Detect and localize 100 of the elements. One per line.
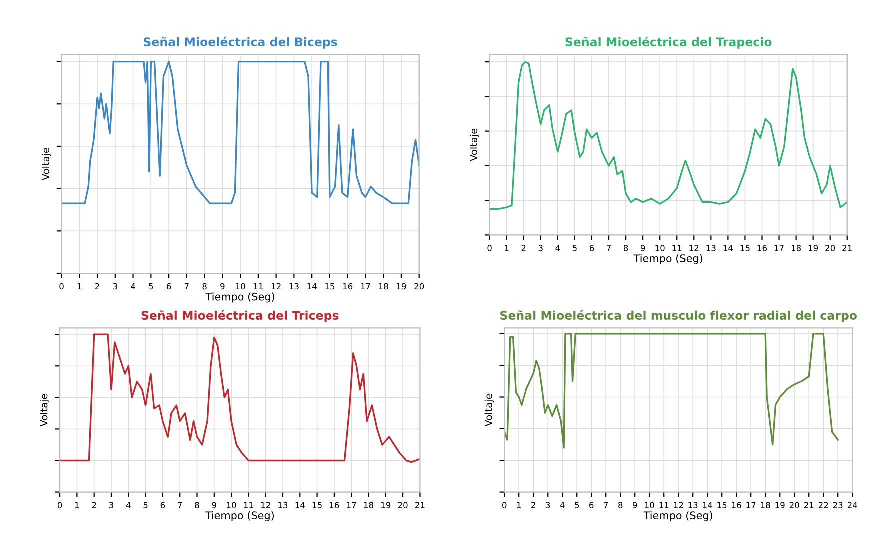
x-tick-label: 17 [361,283,370,290]
x-tick-label: 4 [131,283,136,290]
x-tick-label: 1 [517,502,521,508]
x-tick-label: 8 [195,502,200,508]
x-tick-label: 10 [656,245,665,252]
x-tick-label: 7 [184,283,189,290]
chart-title: Señal Mioeléctrica del Biceps [144,36,338,49]
x-tick-label: 16 [758,245,768,252]
x-tick-label: 18 [792,245,802,252]
x-tick-label: 16 [330,502,340,508]
x-tick-label: 5 [572,245,577,252]
x-tick-label: 11 [672,245,682,252]
x-tick-label: 1 [78,283,82,290]
x-tick-label: 4 [560,502,565,508]
x-tick-label: 8 [202,283,207,290]
x-tick-label: 8 [618,502,623,508]
x-tick-label: 0 [502,502,507,508]
x-axis-title: Tiempo (Seg) [634,254,702,264]
x-tick-label: 11 [244,502,254,508]
x-tick-label: 16 [732,502,742,508]
x-tick-label: 18 [364,502,374,508]
x-tick-label: 8 [624,245,628,252]
x-tick-label: 3 [538,245,543,252]
x-tick-label: 20 [826,245,836,252]
x-tick-label: 6 [590,502,594,508]
x-tick-label: 0 [60,283,64,290]
x-tick-label: 0 [488,245,492,252]
y-axis-title: Voltaje [42,148,52,181]
x-tick-label: 17 [347,502,356,508]
x-tick-label: 13 [278,502,288,508]
x-tick-label: 23 [833,502,843,508]
x-tick-label: 7 [604,502,608,508]
x-tick-label: 2 [95,283,100,290]
x-tick-label: 17 [746,502,756,508]
x-tick-label: 20 [398,502,408,508]
x-tick-label: 1 [505,245,509,252]
x-tick-label: 19 [776,502,785,508]
x-tick-label: 20 [790,502,800,508]
x-tick-label: 7 [178,502,182,508]
x-tick-label: 19 [397,283,406,290]
x-tick-label: 5 [149,283,154,290]
chart-title: Señal Mioeléctrica del musculo flexor radial del carpo [500,310,857,322]
x-tick-label: 2 [532,502,536,508]
x-tick-label: 2 [92,502,96,508]
x-tick-label: 11 [660,502,669,508]
x-tick-label: 22 [818,502,828,508]
x-tick-label: 14 [296,502,305,508]
x-tick-label: 11 [254,283,263,290]
x-tick-label: 18 [761,502,770,508]
x-tick-label: 15 [740,245,750,252]
x-tick-label: 5 [144,502,148,508]
x-tick-label: 5 [575,502,580,508]
x-tick-label: 12 [690,245,699,252]
x-tick-label: 0 [58,502,62,508]
x-tick-label: 13 [290,283,299,290]
x-tick-label: 19 [382,502,391,508]
x-tick-label: 9 [212,502,216,508]
x-axis-title: Tiempo (Seg) [644,511,712,522]
x-tick-label: 9 [640,245,646,252]
x-tick-label: 19 [808,245,818,252]
x-tick-label: 15 [326,283,335,290]
x-tick-label: 13 [688,502,698,508]
x-tick-label: 10 [236,283,246,290]
x-tick-label: 14 [703,502,712,508]
x-tick-label: 9 [632,502,638,508]
x-tick-label: 21 [416,502,425,508]
x-tick-label: 20 [414,283,424,290]
x-tick-label: 10 [227,502,236,508]
x-tick-label: 18 [379,283,388,290]
chart-title: Señal Mioeléctrica del Trapecio [566,36,772,49]
x-tick-label: 3 [109,502,114,508]
x-tick-label: 2 [522,245,526,252]
x-tick-label: 14 [308,283,317,290]
x-tick-label: 15 [312,502,322,508]
x-tick-label: 6 [160,502,166,508]
x-tick-label: 21 [842,245,852,252]
x-tick-label: 14 [724,245,734,252]
x-tick-label: 12 [674,502,684,508]
x-tick-label: 1 [75,502,80,508]
x-tick-label: 10 [645,502,654,508]
x-tick-label: 15 [718,502,727,508]
x-tick-label: 7 [607,245,611,252]
x-tick-label: 3 [113,283,118,290]
x-tick-label: 4 [126,502,131,508]
x-tick-label: 17 [774,245,784,252]
x-tick-label: 13 [706,245,716,252]
x-tick-label: 6 [166,283,172,290]
x-tick-label: 3 [546,502,550,508]
x-axis-title: Tiempo (Seg) [205,511,274,522]
x-tick-label: 4 [556,245,560,252]
y-axis-title: Voltaje [470,128,480,162]
y-axis-title: Voltaje [484,394,494,427]
chart-title: Señal Mioeléctrica del Triceps [142,310,339,322]
x-tick-label: 12 [261,502,270,508]
x-tick-label: 21 [804,502,814,508]
x-axis-title: Tiempo (Seg) [206,292,274,303]
x-tick-label: 9 [220,283,225,290]
x-tick-label: 24 [848,502,858,508]
y-axis-title: Voltaje [40,394,50,427]
x-tick-label: 12 [272,283,281,290]
